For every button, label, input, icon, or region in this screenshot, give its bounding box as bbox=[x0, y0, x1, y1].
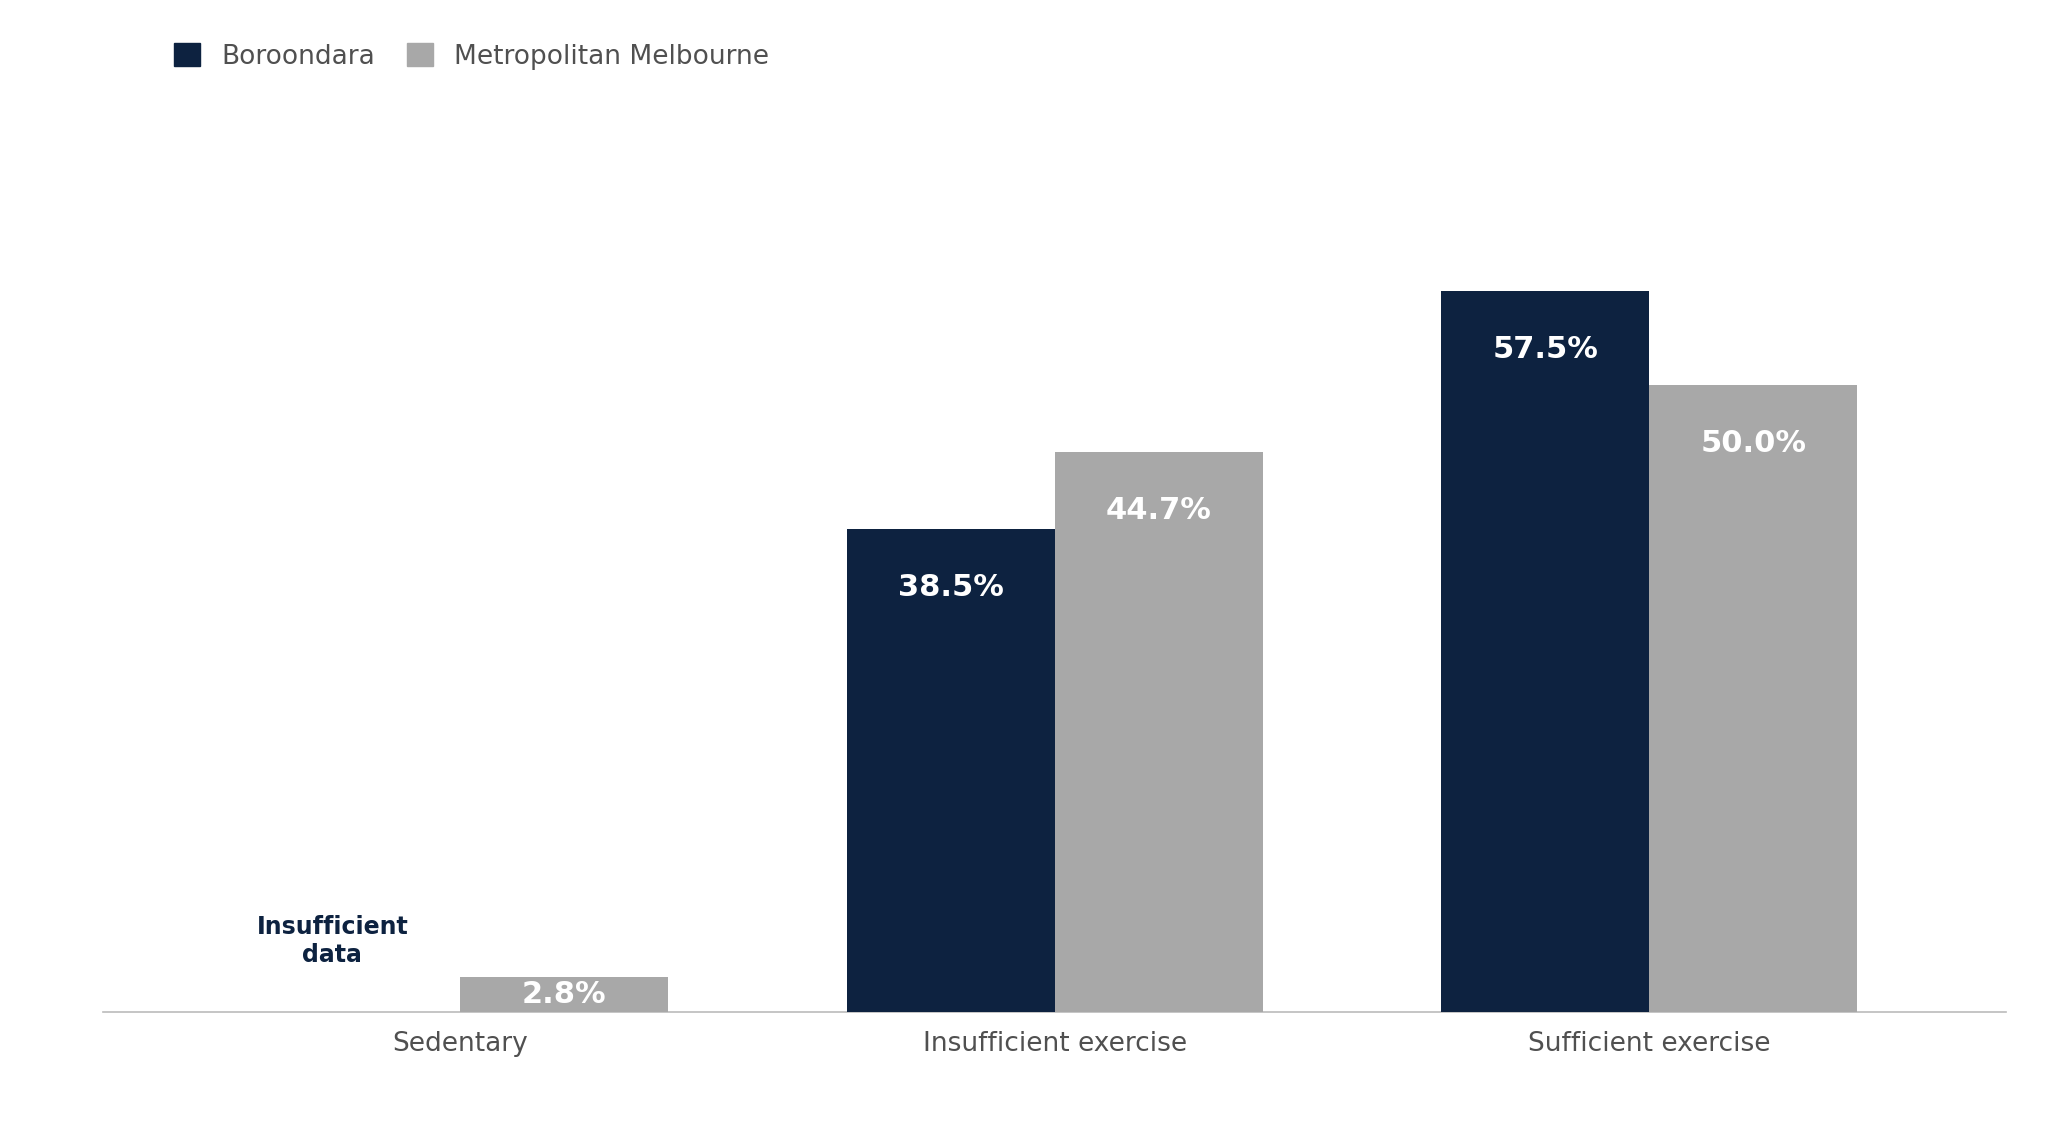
Text: 44.7%: 44.7% bbox=[1106, 496, 1212, 525]
Text: 38.5%: 38.5% bbox=[898, 573, 1003, 602]
Bar bbox=[846, 529, 1055, 1012]
Text: 2.8%: 2.8% bbox=[521, 979, 606, 1008]
Bar bbox=[1648, 386, 1857, 1012]
Bar bbox=[459, 977, 668, 1012]
Bar bbox=[1055, 452, 1264, 1012]
Bar bbox=[1441, 291, 1648, 1012]
Text: 50.0%: 50.0% bbox=[1700, 429, 1805, 459]
Text: Insufficient
data: Insufficient data bbox=[256, 915, 407, 967]
Text: 57.5%: 57.5% bbox=[1493, 335, 1599, 364]
Legend: Boroondara, Metropolitan Melbourne: Boroondara, Metropolitan Melbourne bbox=[174, 43, 769, 70]
